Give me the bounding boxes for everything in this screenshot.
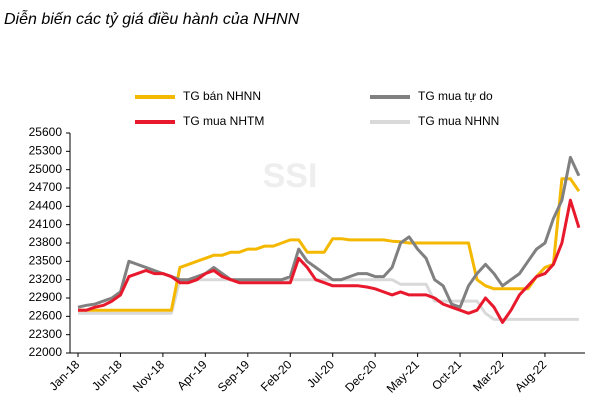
x-tick-label: May-21 [384, 357, 422, 395]
legend-label: TG mua NHTM [183, 114, 264, 128]
series-line [78, 177, 581, 312]
series-line [78, 278, 579, 321]
y-tick-label: 23200 [29, 272, 63, 286]
x-tick-label: Nov-18 [130, 357, 167, 394]
x-tick-label: Sep-19 [215, 357, 252, 394]
y-tick-label: 22900 [29, 290, 63, 304]
x-tick-label: Dec-20 [342, 357, 379, 394]
x-tick-label: Jun-18 [89, 357, 125, 393]
y-tick-label: 25600 [29, 125, 63, 139]
y-tick-label: 25000 [29, 162, 63, 176]
legend-label: TG mua tự do [418, 89, 493, 103]
y-tick-label: 24400 [29, 199, 63, 213]
y-tick-label: 23500 [29, 254, 63, 268]
watermark: SSI [263, 157, 318, 195]
x-tick-label: Mar-22 [470, 357, 507, 394]
y-tick-label: 22000 [29, 345, 63, 359]
x-tick-label: Apr-19 [174, 357, 210, 393]
y-tick-label: 24100 [29, 217, 63, 231]
y-tick-label: 22300 [29, 327, 63, 341]
y-tick-label: 24700 [29, 180, 63, 194]
x-tick-label: Jan-18 [47, 357, 83, 393]
y-tick-label: 25300 [29, 144, 63, 158]
y-tick-label: 22600 [29, 309, 63, 323]
x-tick-label: Oct-21 [429, 357, 465, 393]
x-tick-label: Aug-22 [512, 357, 549, 394]
x-tick-label: Feb-20 [258, 357, 295, 394]
legend-label: TG mua NHNN [418, 114, 499, 128]
series-line [78, 198, 581, 324]
x-tick-label: Jul-20 [304, 357, 337, 390]
y-tick-label: 23800 [29, 235, 63, 249]
legend-label: TG bán NHNN [183, 89, 261, 103]
chart-title: Diễn biến các tỷ giá điều hành của NHNN [4, 9, 300, 28]
